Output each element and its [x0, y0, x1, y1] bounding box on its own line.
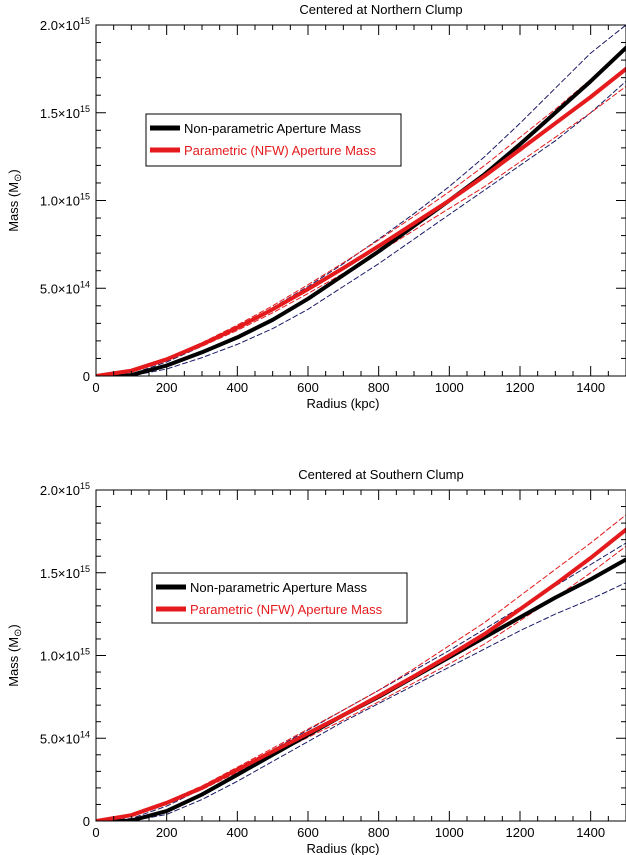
plot-frame	[95, 489, 626, 822]
y-tick-label: 0	[83, 369, 90, 384]
x-tick-label: 1200	[506, 825, 535, 840]
x-tick-label: 800	[368, 380, 390, 395]
y-tick-label: 2.0×1015	[40, 16, 90, 33]
legend-box	[145, 113, 402, 167]
series-line-2	[96, 582, 626, 821]
series-line-4	[96, 49, 626, 376]
legend: Non-parametric Aperture Mass Parametric (…	[145, 113, 402, 167]
series-line-4	[96, 514, 626, 821]
y-tick-label: 1.0×1015	[40, 647, 90, 664]
x-tick-label: 0	[92, 825, 99, 840]
y-tick-label: 1.0×1015	[40, 192, 90, 209]
plot-area	[96, 25, 626, 376]
y-tick-label: 1.5×1015	[40, 104, 90, 121]
x-tick-label: 1400	[576, 380, 605, 395]
x-tick-label: 200	[156, 380, 178, 395]
x-tick-label: 1400	[576, 825, 605, 840]
y-axis-label: Mass (M⊙)	[6, 169, 24, 232]
x-tick-label: 1000	[435, 825, 464, 840]
series-line-1	[96, 25, 626, 376]
y-tick-label: 5.0×1014	[40, 279, 90, 296]
legend-label-parametric: Parametric (NFW) Aperture Mass	[184, 143, 377, 158]
series-line-0	[96, 45, 626, 376]
y-tick-label: 1.5×1015	[40, 564, 90, 581]
x-tick-label: 1200	[506, 380, 535, 395]
legend-label-nonparametric: Non-parametric Aperture Mass	[190, 580, 368, 595]
x-tick-label: 1000	[435, 380, 464, 395]
series-line-2	[96, 80, 626, 376]
x-tick-label: 800	[368, 825, 390, 840]
x-tick-label: 200	[156, 825, 178, 840]
legend-label-nonparametric: Non-parametric Aperture Mass	[184, 121, 362, 136]
chart-panel-1: Centered at Northern Clump 0 200 400 600 800 1…	[6, 2, 626, 411]
plot-frame	[95, 24, 626, 377]
legend-label-parametric: Parametric (NFW) Aperture Mass	[190, 602, 383, 617]
x-axis-label: Radius (kpc)	[307, 396, 380, 411]
y-tick-label: 2.0×1015	[40, 481, 90, 498]
chart-panel-2: Centered at Southern Clump 0 200 400 600 800 1…	[6, 467, 626, 855]
x-tick-label: 400	[226, 825, 248, 840]
legend: Non-parametric Aperture Mass Parametric (…	[151, 572, 408, 624]
plot-area	[96, 514, 626, 821]
x-axis-label: Radius (kpc)	[307, 841, 380, 855]
y-tick-label: 0	[83, 814, 90, 829]
series-line-3	[96, 527, 626, 821]
x-tick-label: 600	[297, 825, 319, 840]
chart-title: Centered at Southern Clump	[298, 467, 463, 482]
x-tick-label: 600	[297, 380, 319, 395]
y-tick-label: 5.0×1014	[40, 729, 90, 746]
series-line-3	[96, 66, 626, 376]
y-axis-label: Mass (M⊙)	[6, 624, 24, 687]
chart-title: Centered at Northern Clump	[299, 2, 462, 17]
x-tick-label: 0	[92, 380, 99, 395]
legend-box	[151, 572, 408, 624]
x-tick-label: 400	[226, 380, 248, 395]
